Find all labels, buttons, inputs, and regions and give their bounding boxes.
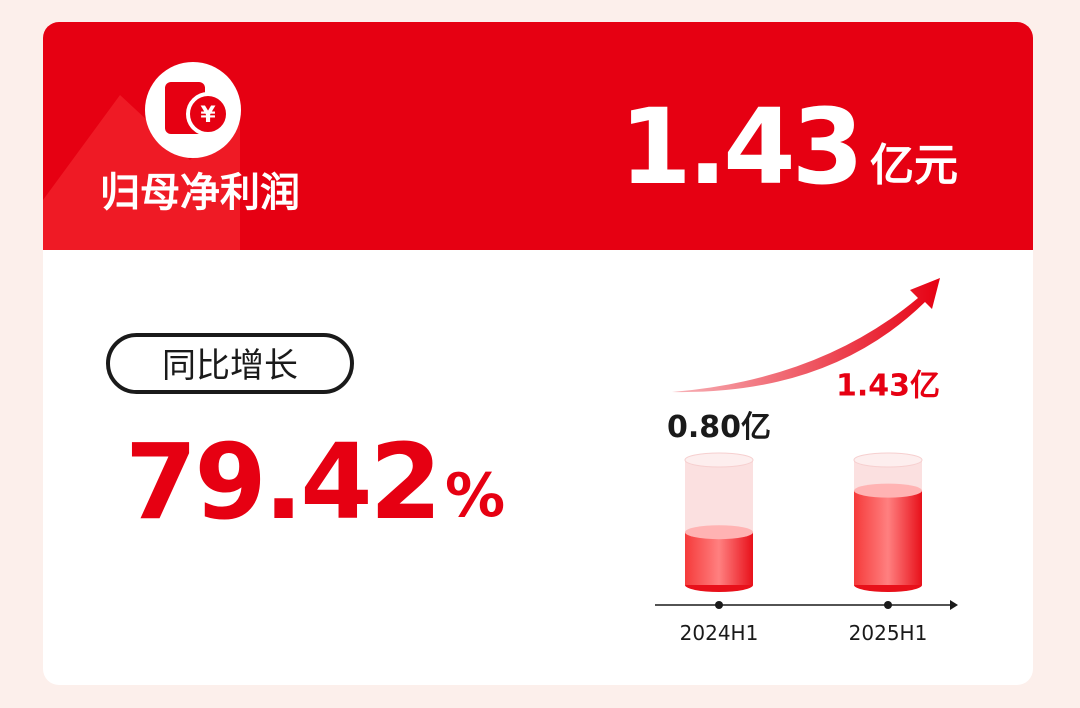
header-band	[43, 22, 1033, 250]
header-decoration	[43, 95, 240, 250]
header-title: 归母净利润	[100, 170, 300, 216]
cylinder-top	[853, 452, 923, 468]
bar	[685, 532, 753, 585]
value-label: 1.43亿	[836, 369, 940, 404]
value-label: 0.80亿	[667, 410, 771, 445]
growth-label: 同比增长	[162, 346, 298, 386]
growth-value: 79.42	[125, 421, 439, 543]
icon-coin	[186, 92, 230, 136]
bar	[854, 490, 922, 585]
x-axis-arrow	[950, 600, 958, 610]
x-tick-label: 2025H1	[849, 621, 928, 645]
trend-arrow	[672, 278, 940, 393]
x-tick-label: 2024H1	[680, 621, 759, 645]
growth-pill	[106, 333, 354, 394]
chart: 2024H1 0.80亿 2025H1 1.43亿	[667, 369, 940, 645]
icon-yen: ¥	[200, 103, 216, 128]
bar-top	[854, 483, 922, 498]
growth-unit: %	[445, 461, 505, 531]
header-value: 1.43	[619, 86, 860, 208]
header-unit: 亿元	[870, 140, 958, 191]
x-tick	[884, 601, 892, 609]
cylinder-top	[684, 452, 754, 468]
x-tick	[715, 601, 723, 609]
bar-top	[685, 525, 753, 540]
